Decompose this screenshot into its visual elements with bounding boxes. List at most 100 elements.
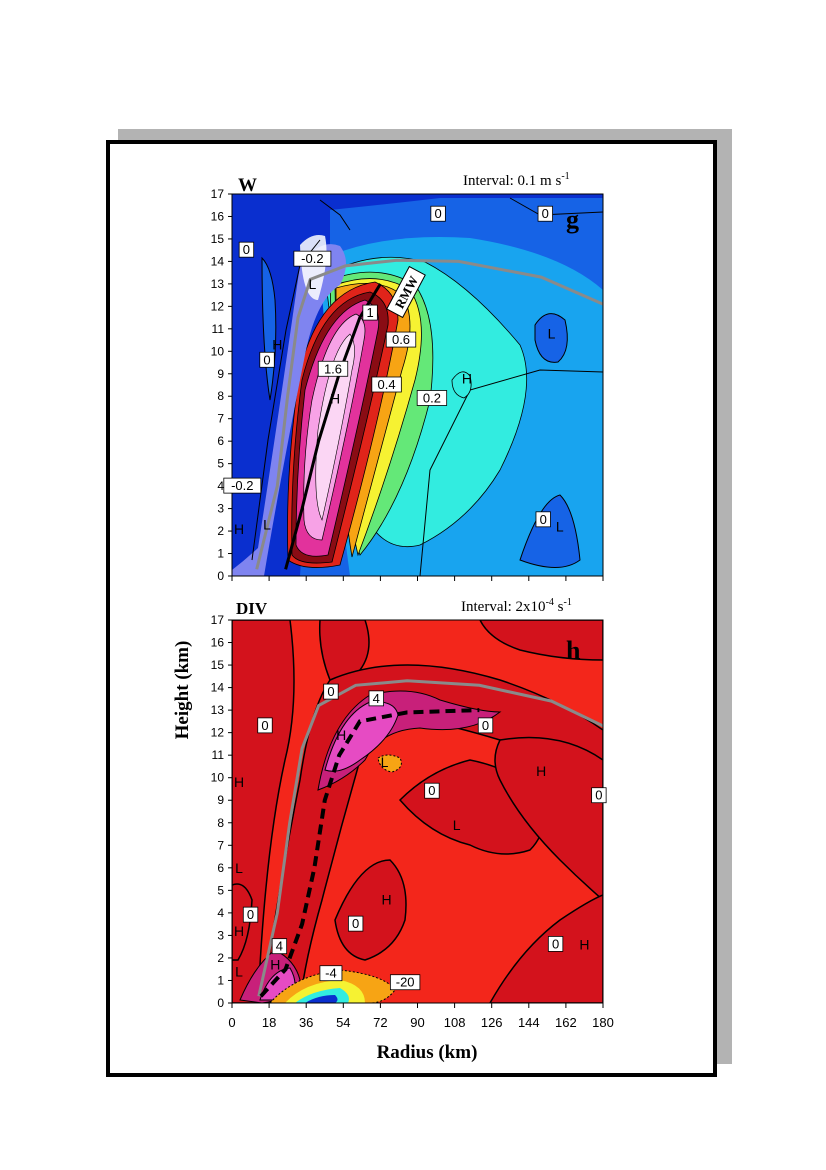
y-tick-label: 9 [217,367,224,381]
contour-label: -4 [319,965,343,982]
x-tick-label: 54 [336,1015,350,1030]
x-tick-label: 90 [410,1015,424,1030]
extremum-L: L [235,860,243,876]
extremum-H: H [336,727,346,743]
w-panel-title: W [238,175,257,196]
x-tick-label: 18 [262,1015,276,1030]
x-tick-label: 72 [373,1015,387,1030]
extremum-H: H [234,521,244,537]
x-tick-label: 108 [444,1015,466,1030]
extremum-L: L [263,516,271,532]
y-tick-label: 15 [211,232,225,246]
y-tick-label: 0 [217,569,224,583]
contour-label: 0.2 [416,390,448,406]
contour-label-text: 4 [373,691,380,706]
w-extrema-markers: L H H L H H L L [234,276,564,537]
extremum-H: H [536,763,546,779]
y-tick-label: 7 [217,838,224,852]
contour-label-text: 0 [327,684,334,699]
contour-label-text: 0 [434,206,441,221]
contour-label-text: 0.2 [423,390,441,405]
contour-label: 0 [547,936,564,952]
y-tick-label: 3 [217,928,224,942]
contour-label-text: 0 [482,718,489,733]
x-axis-title: Radius (km) [377,1042,478,1063]
contour-label-text: -0.2 [231,478,253,493]
extremum-L: L [381,754,389,770]
y-tick-label: 10 [211,771,225,785]
div-panel-letter: h [566,636,581,665]
x-tick-label: 36 [299,1015,313,1030]
y-tick-label: 17 [211,187,225,201]
w-panel-letter: g [566,205,579,234]
y-tick-label: 2 [217,524,224,538]
extremum-H: H [579,936,589,952]
div-extrema-markers: H L H H L L H H H H L [234,727,590,980]
contour-label: 4 [271,938,288,955]
extremum-H: H [234,923,244,939]
contour-label-text: -20 [396,975,415,990]
extremum-L: L [548,325,556,341]
w-contour-labels: 0 0 0 -0.2 0 1 1.6 0.6 0.4 0.2 -0.2 0 [223,205,553,528]
extremum-H: H [234,774,244,790]
y-tick-label: 7 [217,412,224,426]
extremum-L: L [453,817,461,833]
extremum-H: H [270,957,280,973]
contour-label-text: 0.6 [392,332,410,347]
contour-label: 1.6 [317,360,349,377]
y-tick-label: 15 [211,658,225,672]
contour-label: 0 [259,351,275,368]
div-x-axis: 0 18 36 54 72 90 108 126 144 162 180 [228,1003,614,1030]
contour-label-text: 1 [366,305,373,320]
extremum-L: L [556,519,564,535]
y-tick-label: 9 [217,793,224,807]
y-tick-label: 5 [217,883,224,897]
y-tick-label: 17 [211,613,225,627]
y-axis-title: Height (km) [172,641,193,740]
y-tick-label: 12 [211,299,225,313]
x-tick-label: 126 [481,1015,503,1030]
y-tick-label: 1 [217,547,224,561]
y-tick-label: 4 [217,906,224,920]
contour-label-text: 0 [428,783,435,798]
x-tick-label: 180 [592,1015,614,1030]
contour-label: 0 [242,906,259,923]
w-interval-label: Interval: 0.1 m s-1 [463,171,570,189]
y-tick-label: 6 [217,434,224,448]
extremum-H: H [272,337,282,353]
div-panel-title: DIV [236,599,268,618]
x-tick-label: 144 [518,1015,540,1030]
contour-label-text: 0 [542,206,549,221]
y-tick-label: 0 [217,996,224,1010]
extremum-L: L [308,276,316,292]
y-tick-label: 8 [217,389,224,403]
contour-label: 0.4 [371,376,402,393]
contour-label: -20 [389,974,421,991]
contour-label-text: 0 [552,936,559,951]
y-tick-label: 8 [217,816,224,830]
div-interval-label: Interval: 2x10-4 s-1 [461,597,572,615]
x-tick-label: 162 [555,1015,577,1030]
y-tick-label: 11 [212,748,225,762]
contour-label: 0 [537,205,553,222]
y-tick-label: 13 [211,703,225,717]
extremum-H: H [330,390,340,406]
w-x-ticks [231,576,604,581]
y-tick-label: 11 [212,322,225,336]
y-tick-label: 16 [211,636,225,650]
div-contour-labels: 0 4 0 0 0 0 0 0 0 4 -4 -20 [242,683,607,991]
contour-label: 0 [323,683,339,700]
div-contour-field [232,620,603,1003]
contour-label: 4 [368,690,384,707]
extremum-H: H [462,370,472,386]
contour-label: 0 [424,782,440,799]
y-tick-label: 14 [211,254,225,268]
extremum-H: H [382,891,392,907]
contour-label-text: -4 [325,966,337,981]
contour-label-text: 0 [595,788,602,803]
contour-label-text: 0 [352,916,359,931]
y-tick-label: 3 [217,502,224,516]
